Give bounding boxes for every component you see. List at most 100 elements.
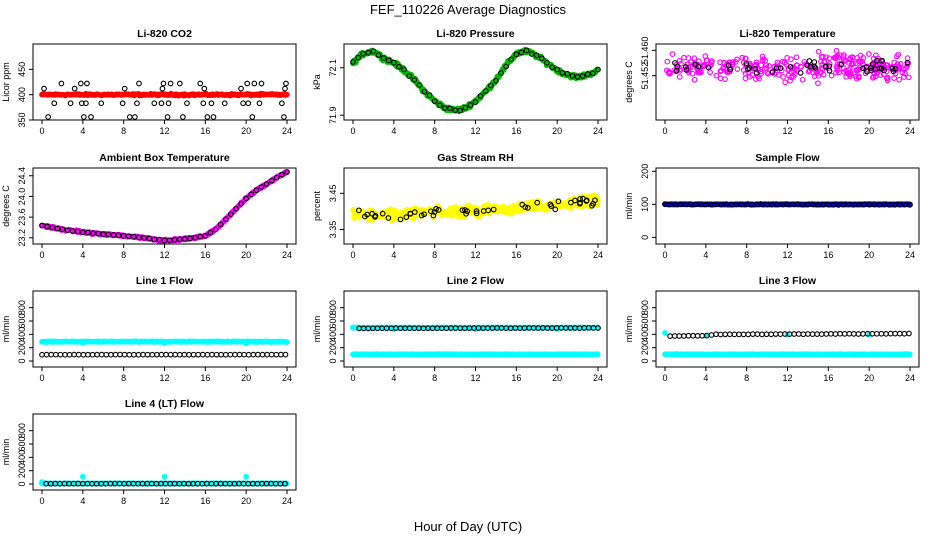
data-point [746, 65, 753, 71]
x-tick-label: 20 [552, 250, 562, 260]
y-tick-label: 72.1 [328, 59, 338, 77]
x-tick-label: 20 [552, 126, 562, 136]
data-point [426, 92, 433, 99]
data-point [759, 57, 766, 64]
x-tick-label: 16 [200, 373, 210, 383]
data-point [685, 55, 692, 61]
data-point [891, 75, 897, 81]
data-point [135, 351, 142, 358]
y-axis-label: ml/min [1, 316, 11, 343]
x-tick-label: 12 [782, 126, 792, 136]
panel-title: Line 4 (LT) Flow [125, 398, 205, 410]
panel-title: Line 2 Flow [447, 275, 505, 287]
data-point [889, 65, 896, 72]
data-point [677, 67, 683, 74]
data-point [243, 340, 250, 347]
data-point [906, 351, 913, 358]
data-point [190, 351, 197, 358]
panel-title: Line 1 Flow [136, 275, 194, 287]
data-point [62, 351, 68, 358]
x-tick-label: 12 [159, 373, 169, 383]
x-tick-label: 12 [470, 373, 480, 383]
data-point [390, 59, 397, 66]
data-point [743, 60, 750, 67]
data-point [279, 100, 285, 107]
x-tick-label: 8 [744, 373, 749, 383]
data-point [204, 114, 211, 120]
data-point [140, 351, 146, 358]
y-axis-label: degrees C [1, 185, 11, 227]
data-point [753, 70, 760, 76]
y-tick-label: 0 [640, 358, 650, 363]
data-point [836, 69, 842, 76]
data-point [870, 60, 876, 67]
data-point [98, 351, 105, 358]
x-tick-label: 0 [662, 373, 667, 383]
x-tick-label: 20 [241, 496, 251, 506]
data-point [98, 100, 105, 107]
data-point [806, 58, 813, 64]
data-point [892, 330, 899, 337]
data-point [847, 71, 854, 78]
data-point [676, 333, 683, 339]
data-point [493, 77, 499, 84]
series-co2_lower [51, 100, 285, 107]
y-tick-label: 800 [640, 300, 650, 315]
data-point [879, 57, 885, 64]
data-point [43, 351, 50, 358]
data-point [832, 331, 839, 337]
data-point [533, 204, 540, 210]
series-pressure_avg [350, 47, 601, 114]
data-point [717, 75, 724, 82]
series-co2_mid [41, 85, 288, 92]
data-point [707, 69, 713, 76]
data-point [554, 66, 561, 73]
data-point [895, 51, 902, 58]
data-point [901, 330, 908, 337]
data-point [380, 55, 387, 61]
data-point [705, 64, 712, 71]
data-point [664, 58, 671, 65]
data-point [812, 65, 819, 71]
data-point [683, 67, 690, 73]
y-tick-label: 100 [640, 197, 650, 212]
x-tick-label: 8 [121, 373, 126, 383]
x-tick-label: 16 [511, 373, 521, 383]
data-point [851, 330, 857, 337]
data-point [793, 62, 800, 68]
data-point [804, 62, 810, 69]
data-point [764, 69, 770, 76]
data-point [727, 66, 733, 73]
data-point [85, 351, 91, 358]
data-point [282, 85, 288, 92]
data-point [564, 70, 571, 77]
data-point [676, 57, 683, 64]
series-box_temp [39, 169, 290, 245]
x-tick-label: 20 [864, 373, 874, 383]
data-point [79, 340, 86, 346]
data-point [503, 63, 509, 70]
x-tick-label: 12 [782, 373, 792, 383]
data-point [717, 331, 724, 338]
y-tick-label: 400 [17, 87, 27, 102]
data-point [83, 100, 89, 107]
data-point [878, 330, 885, 337]
data-point [121, 85, 128, 92]
data-point [51, 100, 58, 107]
data-point [401, 66, 407, 73]
data-point [837, 60, 843, 67]
data-point [772, 331, 779, 337]
data-point [713, 72, 720, 79]
data-point [691, 60, 697, 67]
series-rh [350, 192, 601, 224]
data-point [777, 65, 784, 72]
panel-5: Sample Flow ml/min 0 4 8 12 16 20 24 0 100 200 [624, 152, 920, 260]
data-point [472, 99, 479, 105]
data-point [785, 72, 792, 79]
data-point [447, 105, 453, 112]
data-point [209, 351, 215, 358]
data-point [213, 351, 220, 358]
x-tick-label: 16 [823, 250, 833, 260]
data-point [672, 60, 678, 66]
